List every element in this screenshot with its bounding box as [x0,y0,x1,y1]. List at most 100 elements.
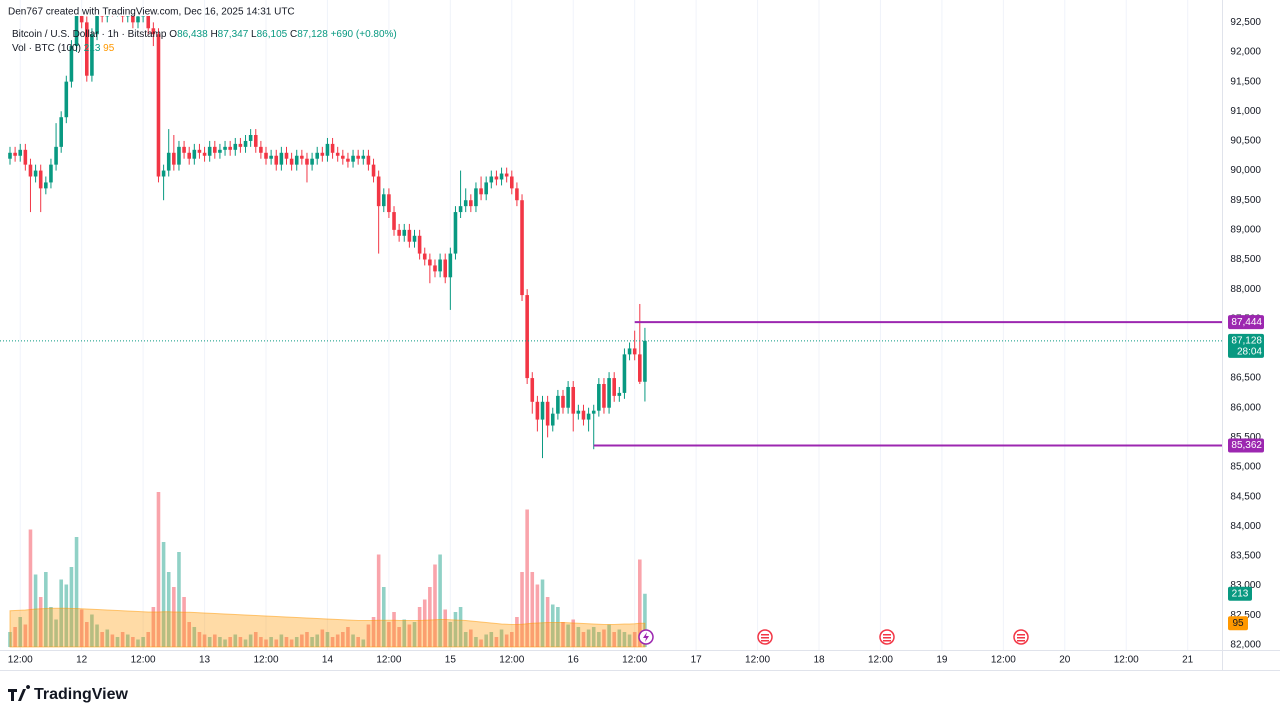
volume-bar [110,634,115,647]
candle-body [499,173,504,180]
y-tick-label: 86,500 [1230,373,1261,384]
volume-bar [381,587,386,647]
price-pane [0,16,1222,459]
candle-body [597,384,601,411]
candle-body [59,117,63,147]
candle-body [341,155,345,159]
legend-volume-ma: 95 [103,43,115,54]
x-tick-label: 13 [199,655,211,666]
candle-body [571,386,576,414]
candle-body [125,16,130,17]
volume-bar [79,609,84,647]
event-icons [638,629,1029,645]
volume-bar [412,622,417,647]
candle-body [84,22,89,76]
x-tick-label: 12 [76,655,88,666]
volume-bar [484,634,488,647]
volume-bar [346,627,350,647]
volume-bar [207,637,212,647]
candle-body [213,146,217,153]
price-line-label: 85,362 [1231,440,1262,451]
volume-bar [23,624,28,647]
x-tick-label: 15 [445,655,457,666]
candle-body [591,410,596,414]
volume-bar [146,632,151,647]
volume-bar [597,632,601,647]
volume-bar [233,634,238,647]
candle-body [627,348,632,355]
candle-body [632,348,637,355]
volume-bar [28,529,33,647]
volume-bar [197,632,202,647]
volume-bar [69,567,74,647]
volume-bar [525,509,529,647]
candle-body [13,152,17,156]
volume-bar [38,597,43,647]
event-icon[interactable] [879,629,895,645]
y-tick-label: 92,500 [1230,17,1261,28]
candle-body [387,194,391,213]
x-tick-label: 12:00 [1114,655,1139,666]
volume-bar [638,559,642,647]
volume-bar [105,629,110,647]
candle-body [248,135,253,141]
candle-body [49,164,53,183]
legend-value: 87,128 [297,29,328,40]
volume-bar [59,579,63,647]
volume-bar [422,599,427,647]
x-tick-label: 19 [936,655,948,666]
last-price-label: 87,128 [1231,335,1262,346]
candle-body [617,392,622,396]
candle-body [622,354,627,393]
legend-row: Bitcoin / U.S. Dollar · 1h · Bitstamp O8… [12,29,397,40]
volume-bar [202,634,207,647]
candle-body [95,16,99,35]
volume-bar [264,639,268,647]
x-tick-label: 12:00 [499,655,524,666]
volume-bar [469,629,473,647]
volume-bar [131,637,135,647]
volume-bar [540,579,545,647]
volume-bar [100,632,104,647]
volume-bar [335,634,340,647]
volume-bar [325,632,330,647]
candle-body [289,158,294,165]
volume-bar [494,637,499,647]
volume-bar [617,629,622,647]
candle-body [469,200,473,207]
volume-bar [18,617,23,647]
candle-body [346,158,350,162]
volume-ma-tag-label: 95 [1232,618,1244,629]
candle-body [131,16,135,23]
event-icon[interactable] [1013,629,1029,645]
candle-body [463,200,468,207]
y-tick-label: 88,000 [1230,284,1261,295]
candle-body [69,46,74,82]
volume-bar [586,629,591,647]
x-tick-label: 12:00 [253,655,278,666]
candle-body [530,378,535,402]
y-tick-label: 82,500 [1230,610,1261,621]
volume-bar [172,587,176,647]
candle-body [207,146,212,156]
legend-value: 87,347 [218,29,249,40]
volume-bar [453,612,458,647]
volume-bar [161,542,166,647]
candle-body [484,182,488,195]
candle-body [381,194,386,207]
y-tick-label: 83,500 [1230,551,1261,562]
candle-body [177,146,181,165]
volume-bar [571,619,576,647]
candle-body [325,143,330,156]
candle-body [18,149,23,156]
price-line-tag [1228,438,1264,453]
candle-body [351,155,355,162]
volume-bar [474,637,478,647]
candle-body [223,146,227,150]
event-icon[interactable] [757,629,773,645]
candle-body [515,188,519,201]
candle-body [228,146,232,150]
volume-bar [279,634,284,647]
candle-body [156,34,161,177]
